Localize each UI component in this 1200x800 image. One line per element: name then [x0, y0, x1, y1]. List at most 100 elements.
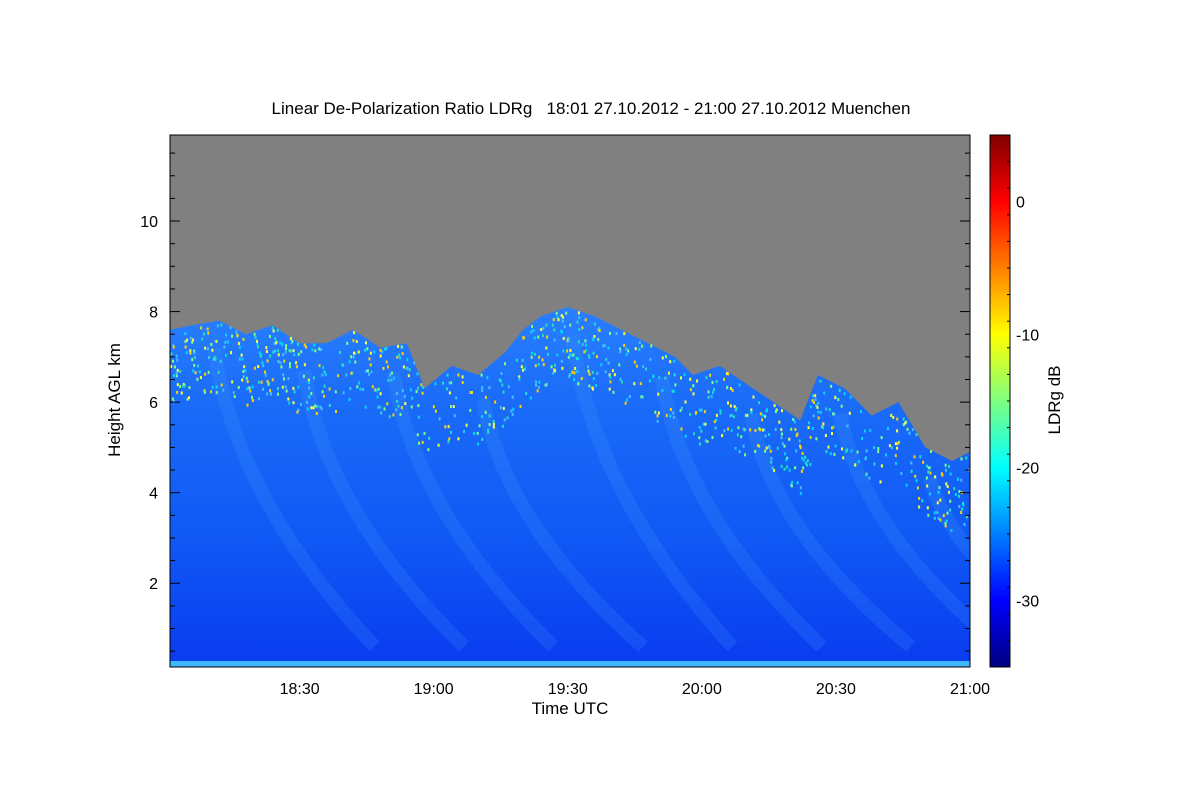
depol-speckle: [180, 391, 183, 395]
depol-speckle: [574, 367, 577, 370]
depol-speckle: [958, 505, 961, 508]
depol-speckle: [842, 456, 845, 460]
depol-speckle: [276, 387, 279, 391]
depol-speckle: [352, 355, 355, 359]
depol-speckle: [354, 351, 357, 355]
depol-speckle: [204, 372, 207, 376]
depol-speckle: [817, 410, 820, 414]
depol-speckle: [545, 382, 548, 386]
depol-speckle: [713, 388, 715, 391]
depol-speckle: [927, 513, 930, 517]
depol-speckle: [198, 370, 201, 374]
depol-speckle: [293, 353, 296, 357]
depol-speckle: [618, 363, 621, 367]
depol-speckle: [476, 431, 479, 435]
depol-speckle: [282, 353, 285, 356]
depol-speckle: [260, 380, 263, 384]
depol-speckle: [264, 370, 266, 374]
depol-speckle: [276, 349, 279, 353]
depol-speckle: [352, 339, 355, 343]
depol-speckle: [608, 387, 611, 391]
depol-speckle: [289, 362, 291, 366]
depol-speckle: [934, 475, 937, 479]
depol-speckle: [944, 521, 947, 525]
depol-speckle: [265, 346, 268, 350]
depol-speckle: [303, 343, 306, 347]
depol-speckle: [790, 427, 793, 431]
depol-speckle: [377, 405, 380, 409]
depol-speckle: [238, 357, 241, 361]
depol-speckle: [328, 387, 331, 391]
depol-speckle: [535, 383, 537, 387]
depol-speckle: [715, 418, 718, 422]
depol-speckle: [184, 340, 187, 343]
depol-speckle: [956, 477, 959, 481]
depol-speckle: [626, 398, 629, 402]
depol-speckle: [919, 455, 922, 459]
depol-speckle: [593, 322, 596, 326]
depol-speckle: [944, 524, 947, 528]
x-tick-label: 18:30: [280, 681, 320, 698]
depol-speckle: [277, 353, 280, 357]
depol-speckle: [933, 511, 936, 515]
depol-speckle: [737, 426, 740, 430]
depol-speckle: [965, 456, 968, 460]
depol-speckle: [288, 349, 291, 352]
depol-speckle: [819, 379, 822, 383]
depol-speckle: [207, 356, 210, 359]
depol-speckle: [796, 432, 799, 436]
depol-speckle: [259, 354, 262, 358]
depol-speckle: [257, 380, 260, 384]
depol-speckle: [641, 344, 644, 348]
depol-speckle: [552, 371, 555, 375]
depol-speckle: [863, 429, 866, 433]
depol-speckle: [602, 344, 605, 348]
depol-speckle: [245, 376, 248, 380]
depol-speckle: [750, 411, 753, 414]
depol-speckle: [709, 373, 712, 377]
depol-speckle: [689, 388, 692, 392]
depol-speckle: [207, 331, 210, 335]
depol-speckle: [470, 391, 473, 394]
depol-speckle: [581, 326, 584, 330]
depol-speckle: [892, 415, 895, 419]
depol-speckle: [627, 349, 630, 353]
depol-speckle: [417, 404, 420, 408]
depol-speckle: [355, 340, 358, 343]
depol-speckle: [287, 397, 290, 401]
depol-speckle: [203, 390, 206, 394]
depol-speckle: [353, 351, 355, 355]
depol-speckle: [432, 405, 435, 409]
depol-speckle: [770, 456, 773, 460]
depol-speckle: [764, 415, 767, 418]
depol-speckle: [530, 351, 533, 355]
depol-speckle: [915, 433, 918, 437]
depol-speckle: [774, 410, 777, 414]
depol-speckle: [915, 479, 918, 483]
depol-speckle: [856, 450, 859, 454]
depol-speckle: [957, 494, 960, 498]
depol-speckle: [921, 499, 924, 503]
depol-speckle: [313, 343, 316, 347]
depol-speckle: [532, 329, 535, 332]
depol-speckle: [494, 400, 497, 404]
chart-title: Linear De-Polarization Ratio LDRg 18:01 …: [272, 99, 911, 118]
depol-speckle: [587, 354, 590, 358]
depol-speckle: [781, 442, 784, 446]
depol-speckle: [639, 382, 642, 386]
depol-speckle: [707, 390, 710, 394]
depol-speckle: [488, 414, 491, 418]
depol-speckle: [948, 464, 950, 468]
depol-speckle: [638, 347, 641, 351]
depol-speckle: [341, 363, 344, 367]
depol-speckle: [308, 395, 311, 399]
y-axis-label: Height AGL km: [105, 343, 124, 457]
depol-speckle: [366, 347, 369, 351]
depol-speckle: [761, 418, 764, 422]
depol-speckle: [786, 456, 789, 460]
depol-speckle: [584, 339, 587, 343]
depol-speckle: [711, 436, 714, 439]
depol-speckle: [359, 387, 362, 391]
depol-speckle: [906, 427, 909, 431]
depol-speckle: [605, 358, 608, 361]
